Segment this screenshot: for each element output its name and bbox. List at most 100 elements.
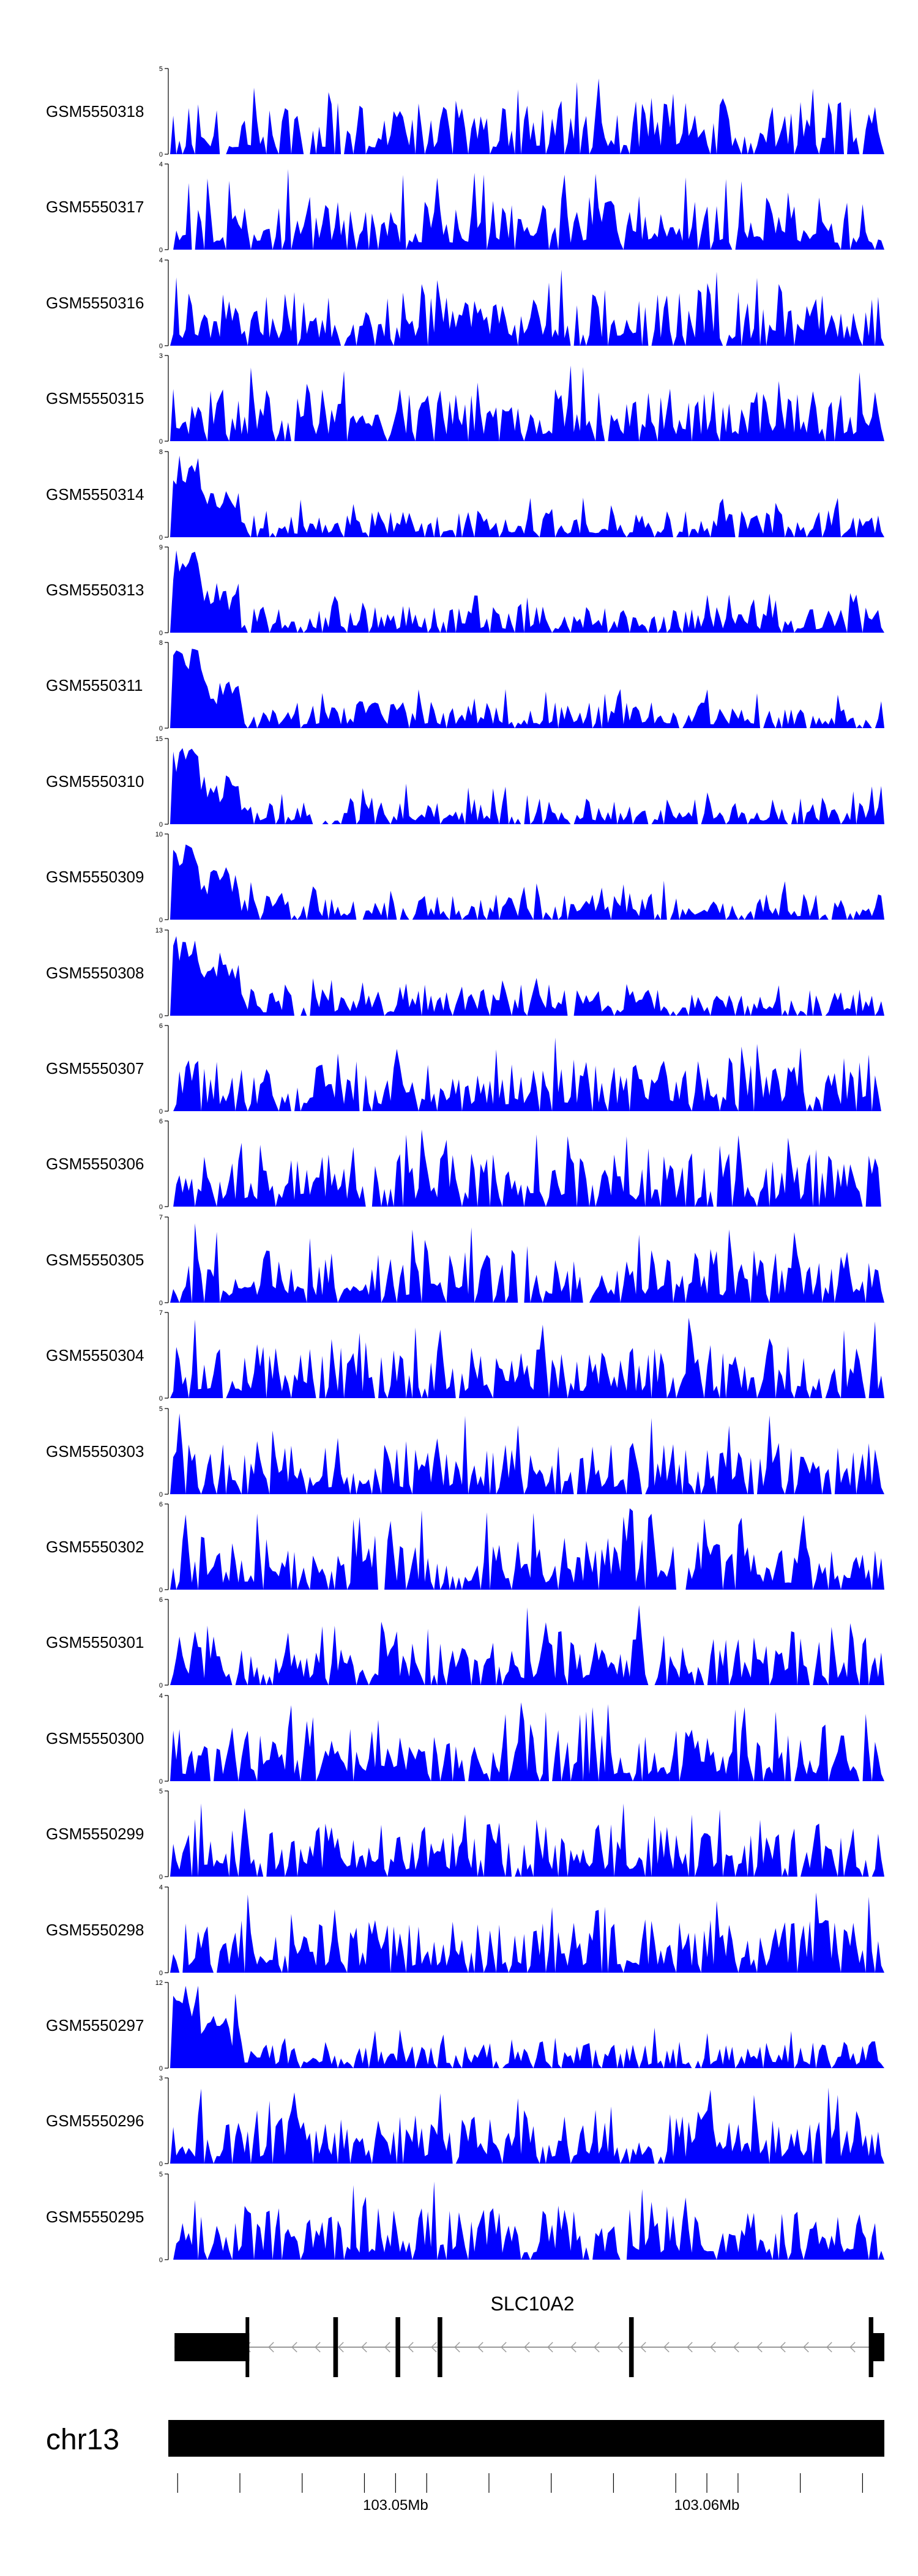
strand-arrow-icon: [617, 2342, 623, 2353]
coverage-track: GSM5550313 9 0: [46, 544, 884, 637]
coverage-area: [170, 1702, 884, 1781]
track-name-label: GSM5550302: [46, 1538, 144, 1556]
track-ymin-label: 0: [159, 343, 163, 350]
strand-arrow-icon: [826, 2342, 832, 2353]
axis-tick-label: 103.06Mb: [674, 2497, 740, 2514]
strand-arrow-icon: [756, 2342, 763, 2353]
coverage-area: [170, 169, 884, 250]
coverage-area: [170, 2181, 884, 2260]
track-ymin-label: 0: [159, 1013, 163, 1020]
track-ymax-label: 5: [159, 1405, 163, 1413]
coverage-track: GSM5550302 6 0: [46, 1501, 884, 1594]
track-name-label: GSM5550299: [46, 1825, 144, 1843]
coverage-track: GSM5550308 13 0: [46, 927, 884, 1020]
strand-arrow-icon: [454, 2342, 460, 2353]
genome-axis: 103.05Mb 103.06Mb: [177, 2473, 863, 2514]
coverage-area: [170, 649, 884, 728]
coverage-area: [170, 365, 884, 441]
track-ymin-label: 0: [159, 151, 163, 158]
track-ymax-label: 4: [159, 1692, 163, 1700]
coverage-track: GSM5550317 4 0: [46, 161, 884, 254]
coverage-track: GSM5550306 6 0: [46, 1118, 884, 1211]
track-ymin-label: 0: [159, 1970, 163, 1977]
axis-tick-label: 103.05Mb: [363, 2497, 428, 2514]
coverage-area: [170, 78, 884, 154]
track-name-label: GSM5550315: [46, 389, 144, 408]
track-name-label: GSM5550304: [46, 1346, 144, 1364]
track-name-label: GSM5550311: [46, 676, 143, 694]
coverage-area: [170, 936, 884, 1016]
strand-arrow-icon: [408, 2342, 414, 2353]
coverage-area: [170, 1413, 884, 1494]
strand-arrow-icon: [663, 2342, 670, 2353]
track-ymax-label: 6: [159, 1022, 163, 1030]
track-name-label: GSM5550313: [46, 581, 144, 599]
track-name-label: GSM5550307: [46, 1059, 144, 1078]
track-ymax-label: 7: [159, 1309, 163, 1317]
track-ymax-label: 9: [159, 544, 163, 551]
track-name-label: GSM5550316: [46, 294, 144, 312]
track-ymin-label: 0: [159, 1300, 163, 1307]
track-name-label: GSM5550306: [46, 1155, 144, 1173]
strand-arrow-icon: [803, 2342, 809, 2353]
track-ymin-label: 0: [159, 247, 163, 254]
track-ymin-label: 0: [159, 821, 163, 828]
track-ymin-label: 0: [159, 917, 163, 924]
gene-utr-block: [873, 2333, 884, 2361]
track-name-label: GSM5550318: [46, 102, 144, 121]
track-ymax-label: 4: [159, 161, 163, 168]
strand-arrow-icon: [268, 2342, 274, 2353]
track-ymin-label: 0: [159, 1491, 163, 1498]
track-ymin-label: 0: [159, 630, 163, 637]
gene-exon: [629, 2317, 634, 2377]
track-name-label: GSM5550295: [46, 2208, 144, 2226]
strand-arrow-icon: [384, 2342, 390, 2353]
track-ymax-label: 5: [159, 2171, 163, 2178]
coverage-area: [170, 1223, 884, 1303]
strand-arrow-icon: [361, 2342, 367, 2353]
coverage-track: GSM5550311 8 0: [46, 639, 884, 732]
strand-arrow-icon: [570, 2342, 577, 2353]
strand-arrow-icon: [780, 2342, 786, 2353]
track-ymax-label: 3: [159, 2075, 163, 2082]
track-ymin-label: 0: [159, 725, 163, 732]
coverage-area: [170, 1986, 884, 2068]
coverage-area: [170, 455, 884, 537]
track-name-label: GSM5550317: [46, 198, 144, 216]
coverage-track: GSM5550316 4 0: [46, 257, 884, 350]
gene-exon: [868, 2317, 873, 2377]
strand-arrow-icon: [431, 2342, 437, 2353]
coverage-track: GSM5550307 6 0: [46, 1022, 884, 1115]
track-name-label: GSM5550297: [46, 2016, 144, 2034]
track-ymax-label: 7: [159, 1214, 163, 1221]
coverage-area: [170, 1317, 884, 1398]
strand-arrow-icon: [849, 2342, 856, 2353]
track-name-label: GSM5550300: [46, 1729, 144, 1748]
coverage-area: [170, 1803, 884, 1877]
coverage-track: GSM5550314 8 0: [46, 449, 884, 542]
track-name-label: GSM5550301: [46, 1633, 144, 1651]
track-ymin-label: 0: [159, 1874, 163, 1881]
track-ymax-label: 13: [155, 927, 163, 934]
track-name-label: GSM5550310: [46, 772, 144, 791]
coverage-track: GSM5550299 5 0: [46, 1788, 884, 1881]
track-ymax-label: 6: [159, 1501, 163, 1508]
gene-exon: [395, 2317, 400, 2377]
track-ymax-label: 15: [155, 735, 163, 743]
strand-arrow-icon: [594, 2342, 600, 2353]
coverage-tracks: GSM555031850GSM555031740GSM555031640GSM5…: [46, 65, 884, 2264]
chromosome-track: chr13: [46, 2420, 884, 2457]
track-ymax-label: 10: [155, 831, 163, 838]
gene-name-label: SLC10A2: [491, 2293, 575, 2315]
strand-arrow-icon: [338, 2342, 344, 2353]
track-name-label: GSM5550305: [46, 1251, 144, 1269]
track-name-label: GSM5550298: [46, 1921, 144, 1939]
coverage-area: [170, 1605, 884, 1685]
track-ymax-label: 4: [159, 1884, 163, 1891]
gene-exon: [333, 2317, 338, 2377]
track-ymax-label: 12: [155, 1979, 163, 1987]
track-ymax-label: 3: [159, 352, 163, 360]
strand-arrow-icon: [291, 2342, 297, 2353]
coverage-area: [170, 1129, 884, 1207]
track-ymin-label: 0: [159, 1108, 163, 1115]
